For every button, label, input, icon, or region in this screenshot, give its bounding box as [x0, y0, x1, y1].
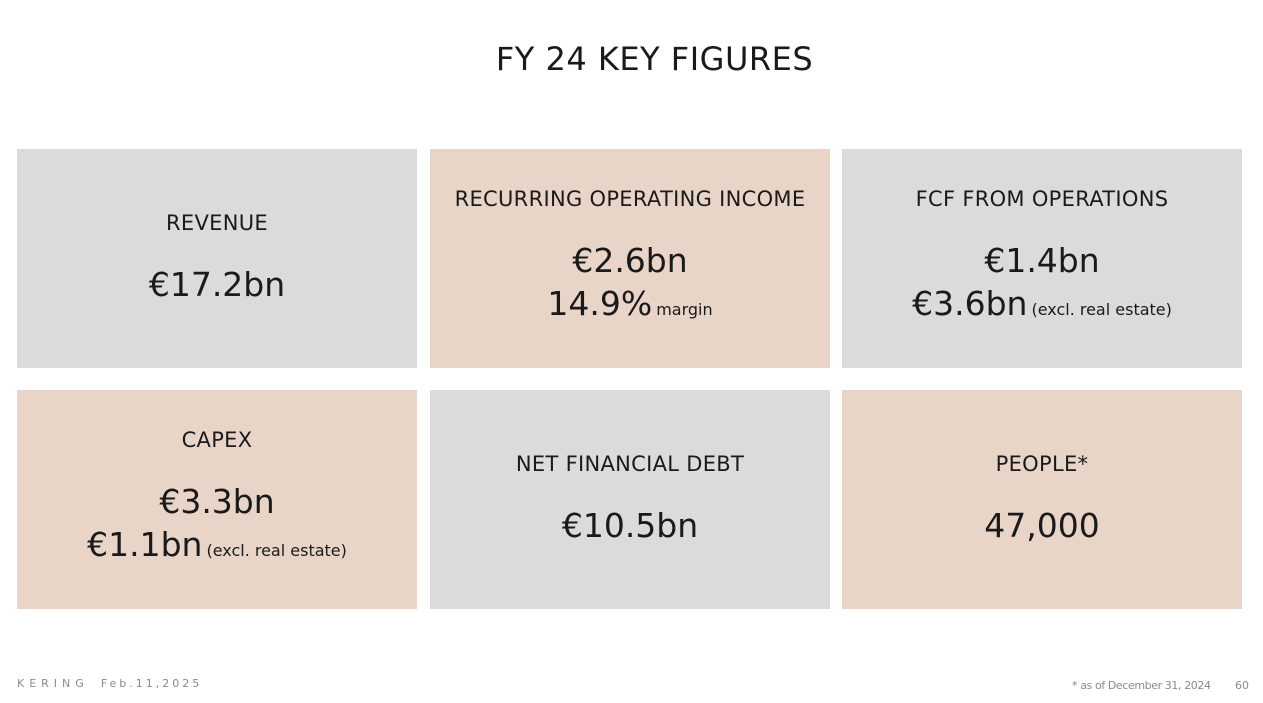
- brand-logo-text: KERING: [17, 677, 89, 690]
- fcf-value: €1.4bn: [984, 240, 1100, 280]
- margin-value: 14.9%: [547, 283, 653, 323]
- margin-note: margin: [656, 299, 713, 319]
- people-label: PEOPLE*: [995, 452, 1089, 476]
- net-financial-debt-label: NET FINANCIAL DEBT: [515, 452, 745, 476]
- capex-card: CAPEX €3.3bn €1.1bn (excl. real estate): [17, 390, 417, 609]
- capex-excl-line: €1.1bn (excl. real estate): [87, 523, 347, 572]
- net-financial-debt-value: €10.5bn: [561, 506, 699, 545]
- fcf-excl-note: (excl. real estate): [1031, 299, 1172, 319]
- net-financial-debt-card: NET FINANCIAL DEBT €10.5bn: [430, 390, 830, 609]
- capex-excl-value: €1.1bn: [87, 524, 203, 564]
- page-number: 60: [1235, 679, 1249, 692]
- footnote: * as of December 31, 2024: [1072, 679, 1211, 692]
- fcf-label: FCF FROM OPERATIONS: [915, 186, 1169, 211]
- people-card: PEOPLE* 47,000: [842, 390, 1242, 609]
- fcf-excl-line: €3.6bn (excl. real estate): [912, 282, 1172, 331]
- revenue-value: €17.2bn: [148, 265, 286, 304]
- fcf-from-operations-card: FCF FROM OPERATIONS €1.4bn €3.6bn (excl. …: [842, 149, 1242, 368]
- revenue-label: REVENUE: [166, 211, 268, 235]
- revenue-card: REVENUE €17.2bn: [17, 149, 417, 368]
- recurring-operating-income-card: RECURRING OPERATING INCOME €2.6bn 14.9% m…: [430, 149, 830, 368]
- capex-label: CAPEX: [181, 427, 253, 452]
- margin-line: 14.9% margin: [547, 282, 712, 331]
- footer-left: KERING Feb.11,2025: [17, 677, 202, 690]
- fcf-excl-value: €3.6bn: [912, 283, 1028, 323]
- capex-value: €3.3bn: [159, 481, 275, 521]
- page-title: FY 24 KEY FIGURES: [495, 40, 814, 78]
- presentation-date: Feb.11,2025: [100, 677, 203, 690]
- capex-excl-note: (excl. real estate): [206, 540, 347, 560]
- people-value: 47,000: [984, 506, 1100, 545]
- recurring-operating-income-label: RECURRING OPERATING INCOME: [454, 186, 806, 211]
- recurring-operating-income-value: €2.6bn: [572, 240, 688, 280]
